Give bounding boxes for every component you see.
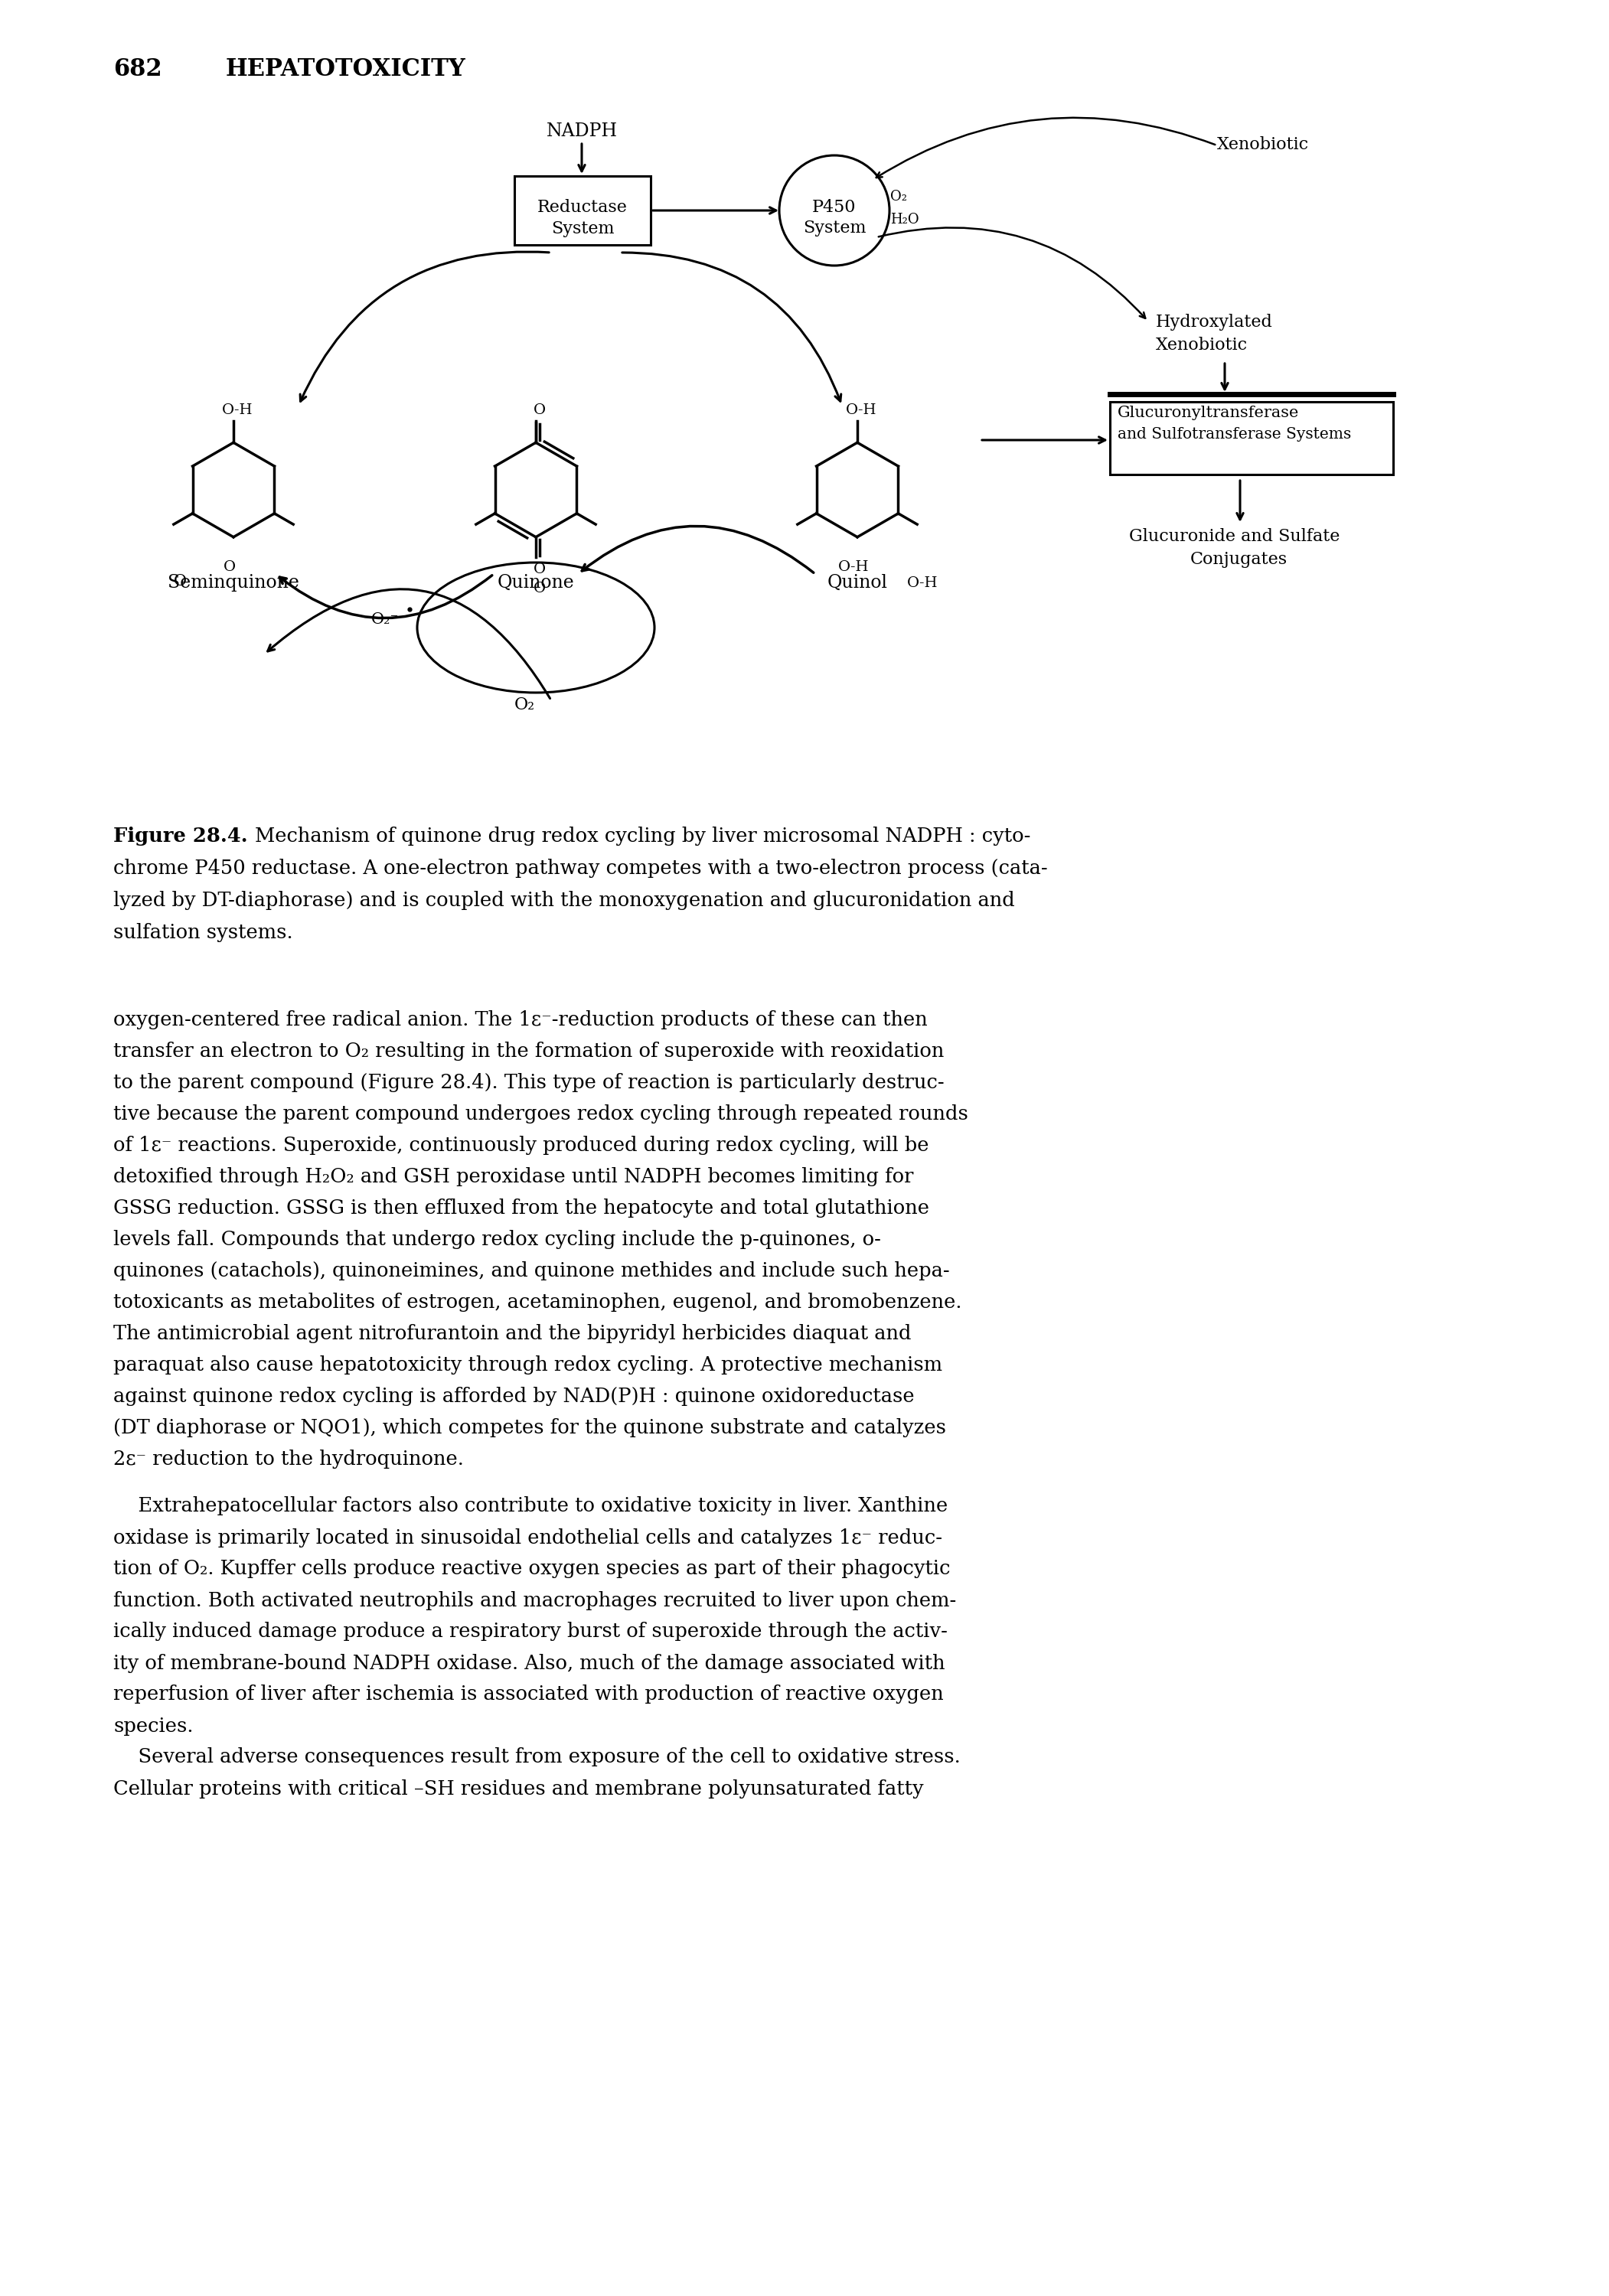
Text: Several adverse consequences result from exposure of the cell to oxidative stres: Several adverse consequences result from…	[113, 1747, 961, 1768]
Text: O: O	[174, 574, 187, 588]
Text: transfer an electron to O₂ resulting in the formation of superoxide with reoxida: transfer an electron to O₂ resulting in …	[113, 1042, 944, 1061]
Text: quinones (catachols), quinoneimines, and quinone methides and include such hepa-: quinones (catachols), quinoneimines, and…	[113, 1261, 949, 1281]
Text: 2ε⁻ reduction to the hydroquinone.: 2ε⁻ reduction to the hydroquinone.	[113, 1449, 463, 1469]
Text: ically induced damage produce a respiratory burst of superoxide through the acti: ically induced damage produce a respirat…	[113, 1621, 948, 1642]
Text: GSSG reduction. GSSG is then effluxed from the hepatocyte and total glutathione: GSSG reduction. GSSG is then effluxed fr…	[113, 1199, 930, 1217]
Text: levels fall. Compounds that undergo redox cycling include the p-quinones, o-: levels fall. Compounds that undergo redo…	[113, 1231, 882, 1249]
Text: against quinone redox cycling is afforded by NAD(P)H : quinone oxidoreductase: against quinone redox cycling is afforde…	[113, 1387, 914, 1405]
Text: O₂: O₂	[890, 191, 907, 204]
Text: NADPH: NADPH	[545, 122, 618, 140]
Text: oxidase is primarily located in sinusoidal endothelial cells and catalyzes 1ε⁻ r: oxidase is primarily located in sinusoid…	[113, 1529, 943, 1548]
Text: The antimicrobial agent nitrofurantoin and the bipyridyl herbicides diaquat and: The antimicrobial agent nitrofurantoin a…	[113, 1325, 911, 1343]
Text: HEPATOTOXICITY: HEPATOTOXICITY	[225, 57, 467, 80]
Text: chrome P450 reductase. A one-electron pathway competes with a two-electron proce: chrome P450 reductase. A one-electron pa…	[113, 859, 1047, 877]
Text: oxygen-centered free radical anion. The 1ε⁻-reduction products of these can then: oxygen-centered free radical anion. The …	[113, 1010, 927, 1029]
Text: Figure 28.4.: Figure 28.4.	[113, 827, 248, 845]
Text: totoxicants as metabolites of estrogen, acetaminophen, eugenol, and bromobenzene: totoxicants as metabolites of estrogen, …	[113, 1293, 962, 1311]
Text: (DT diaphorase or NQO1), which competes for the quinone substrate and catalyzes: (DT diaphorase or NQO1), which competes …	[113, 1419, 946, 1437]
Text: System: System	[550, 220, 615, 236]
Text: O-H: O-H	[907, 576, 938, 590]
Text: Xenobiotic: Xenobiotic	[1216, 135, 1310, 154]
Text: detoxified through H₂O₂ and GSH peroxidase until NADPH becomes limiting for: detoxified through H₂O₂ and GSH peroxida…	[113, 1166, 914, 1187]
Text: tion of O₂. Kupffer cells produce reactive oxygen species as part of their phago: tion of O₂. Kupffer cells produce reacti…	[113, 1559, 951, 1580]
Text: Quinone: Quinone	[497, 574, 574, 592]
Text: O: O	[534, 581, 545, 595]
Text: and Sulfotransferase Systems: and Sulfotransferase Systems	[1118, 427, 1352, 441]
Circle shape	[779, 156, 890, 266]
Text: sulfation systems.: sulfation systems.	[113, 923, 293, 941]
Text: Quinol: Quinol	[827, 574, 888, 592]
Text: Conjugates: Conjugates	[1191, 551, 1287, 567]
Text: H₂O: H₂O	[890, 214, 919, 227]
Text: Glucuronyltransferase: Glucuronyltransferase	[1118, 406, 1300, 420]
Text: tive because the parent compound undergoes redox cycling through repeated rounds: tive because the parent compound undergo…	[113, 1104, 969, 1123]
Text: Seminquinone: Seminquinone	[167, 574, 299, 592]
Text: Mechanism of quinone drug redox cycling by liver microsomal NADPH : cyto-: Mechanism of quinone drug redox cycling …	[254, 827, 1031, 845]
Text: of 1ε⁻ reactions. Superoxide, continuously produced during redox cycling, will b: of 1ε⁻ reactions. Superoxide, continuous…	[113, 1137, 928, 1155]
Text: Glucuronide and Sulfate: Glucuronide and Sulfate	[1130, 528, 1340, 544]
FancyBboxPatch shape	[515, 177, 650, 246]
Text: species.: species.	[113, 1717, 193, 1736]
Text: O-H: O-H	[222, 404, 253, 418]
Text: Hydroxylated: Hydroxylated	[1155, 315, 1273, 331]
Text: P450: P450	[813, 200, 856, 216]
Text: Xenobiotic: Xenobiotic	[1155, 338, 1249, 354]
Text: ity of membrane-bound NADPH oxidase. Also, much of the damage associated with: ity of membrane-bound NADPH oxidase. Als…	[113, 1653, 944, 1671]
Text: O: O	[534, 563, 545, 576]
Text: O-H: O-H	[846, 404, 877, 418]
FancyBboxPatch shape	[1110, 402, 1393, 475]
Text: System: System	[803, 220, 866, 236]
Text: Extrahepatocellular factors also contribute to oxidative toxicity in liver. Xant: Extrahepatocellular factors also contrib…	[113, 1497, 948, 1515]
Text: O₂: O₂	[513, 696, 534, 714]
Text: lyzed by DT-diaphorase) and is coupled with the monoxygenation and glucuronidati: lyzed by DT-diaphorase) and is coupled w…	[113, 891, 1015, 909]
Text: Reductase: Reductase	[537, 200, 628, 216]
Text: O: O	[534, 404, 545, 418]
Text: Cellular proteins with critical –SH residues and membrane polyunsaturated fatty: Cellular proteins with critical –SH resi…	[113, 1779, 924, 1798]
Text: reperfusion of liver after ischemia is associated with production of reactive ox: reperfusion of liver after ischemia is a…	[113, 1685, 943, 1704]
Text: function. Both activated neutrophils and macrophages recruited to liver upon che: function. Both activated neutrophils and…	[113, 1591, 956, 1609]
Text: O: O	[224, 560, 237, 574]
Text: O₂⁻: O₂⁻	[372, 613, 399, 627]
Text: to the parent compound (Figure 28.4). This type of reaction is particularly dest: to the parent compound (Figure 28.4). Th…	[113, 1072, 944, 1093]
Text: 682: 682	[113, 57, 163, 80]
Text: O-H: O-H	[838, 560, 869, 574]
Text: paraquat also cause hepatotoxicity through redox cycling. A protective mechanism: paraquat also cause hepatotoxicity throu…	[113, 1355, 943, 1375]
